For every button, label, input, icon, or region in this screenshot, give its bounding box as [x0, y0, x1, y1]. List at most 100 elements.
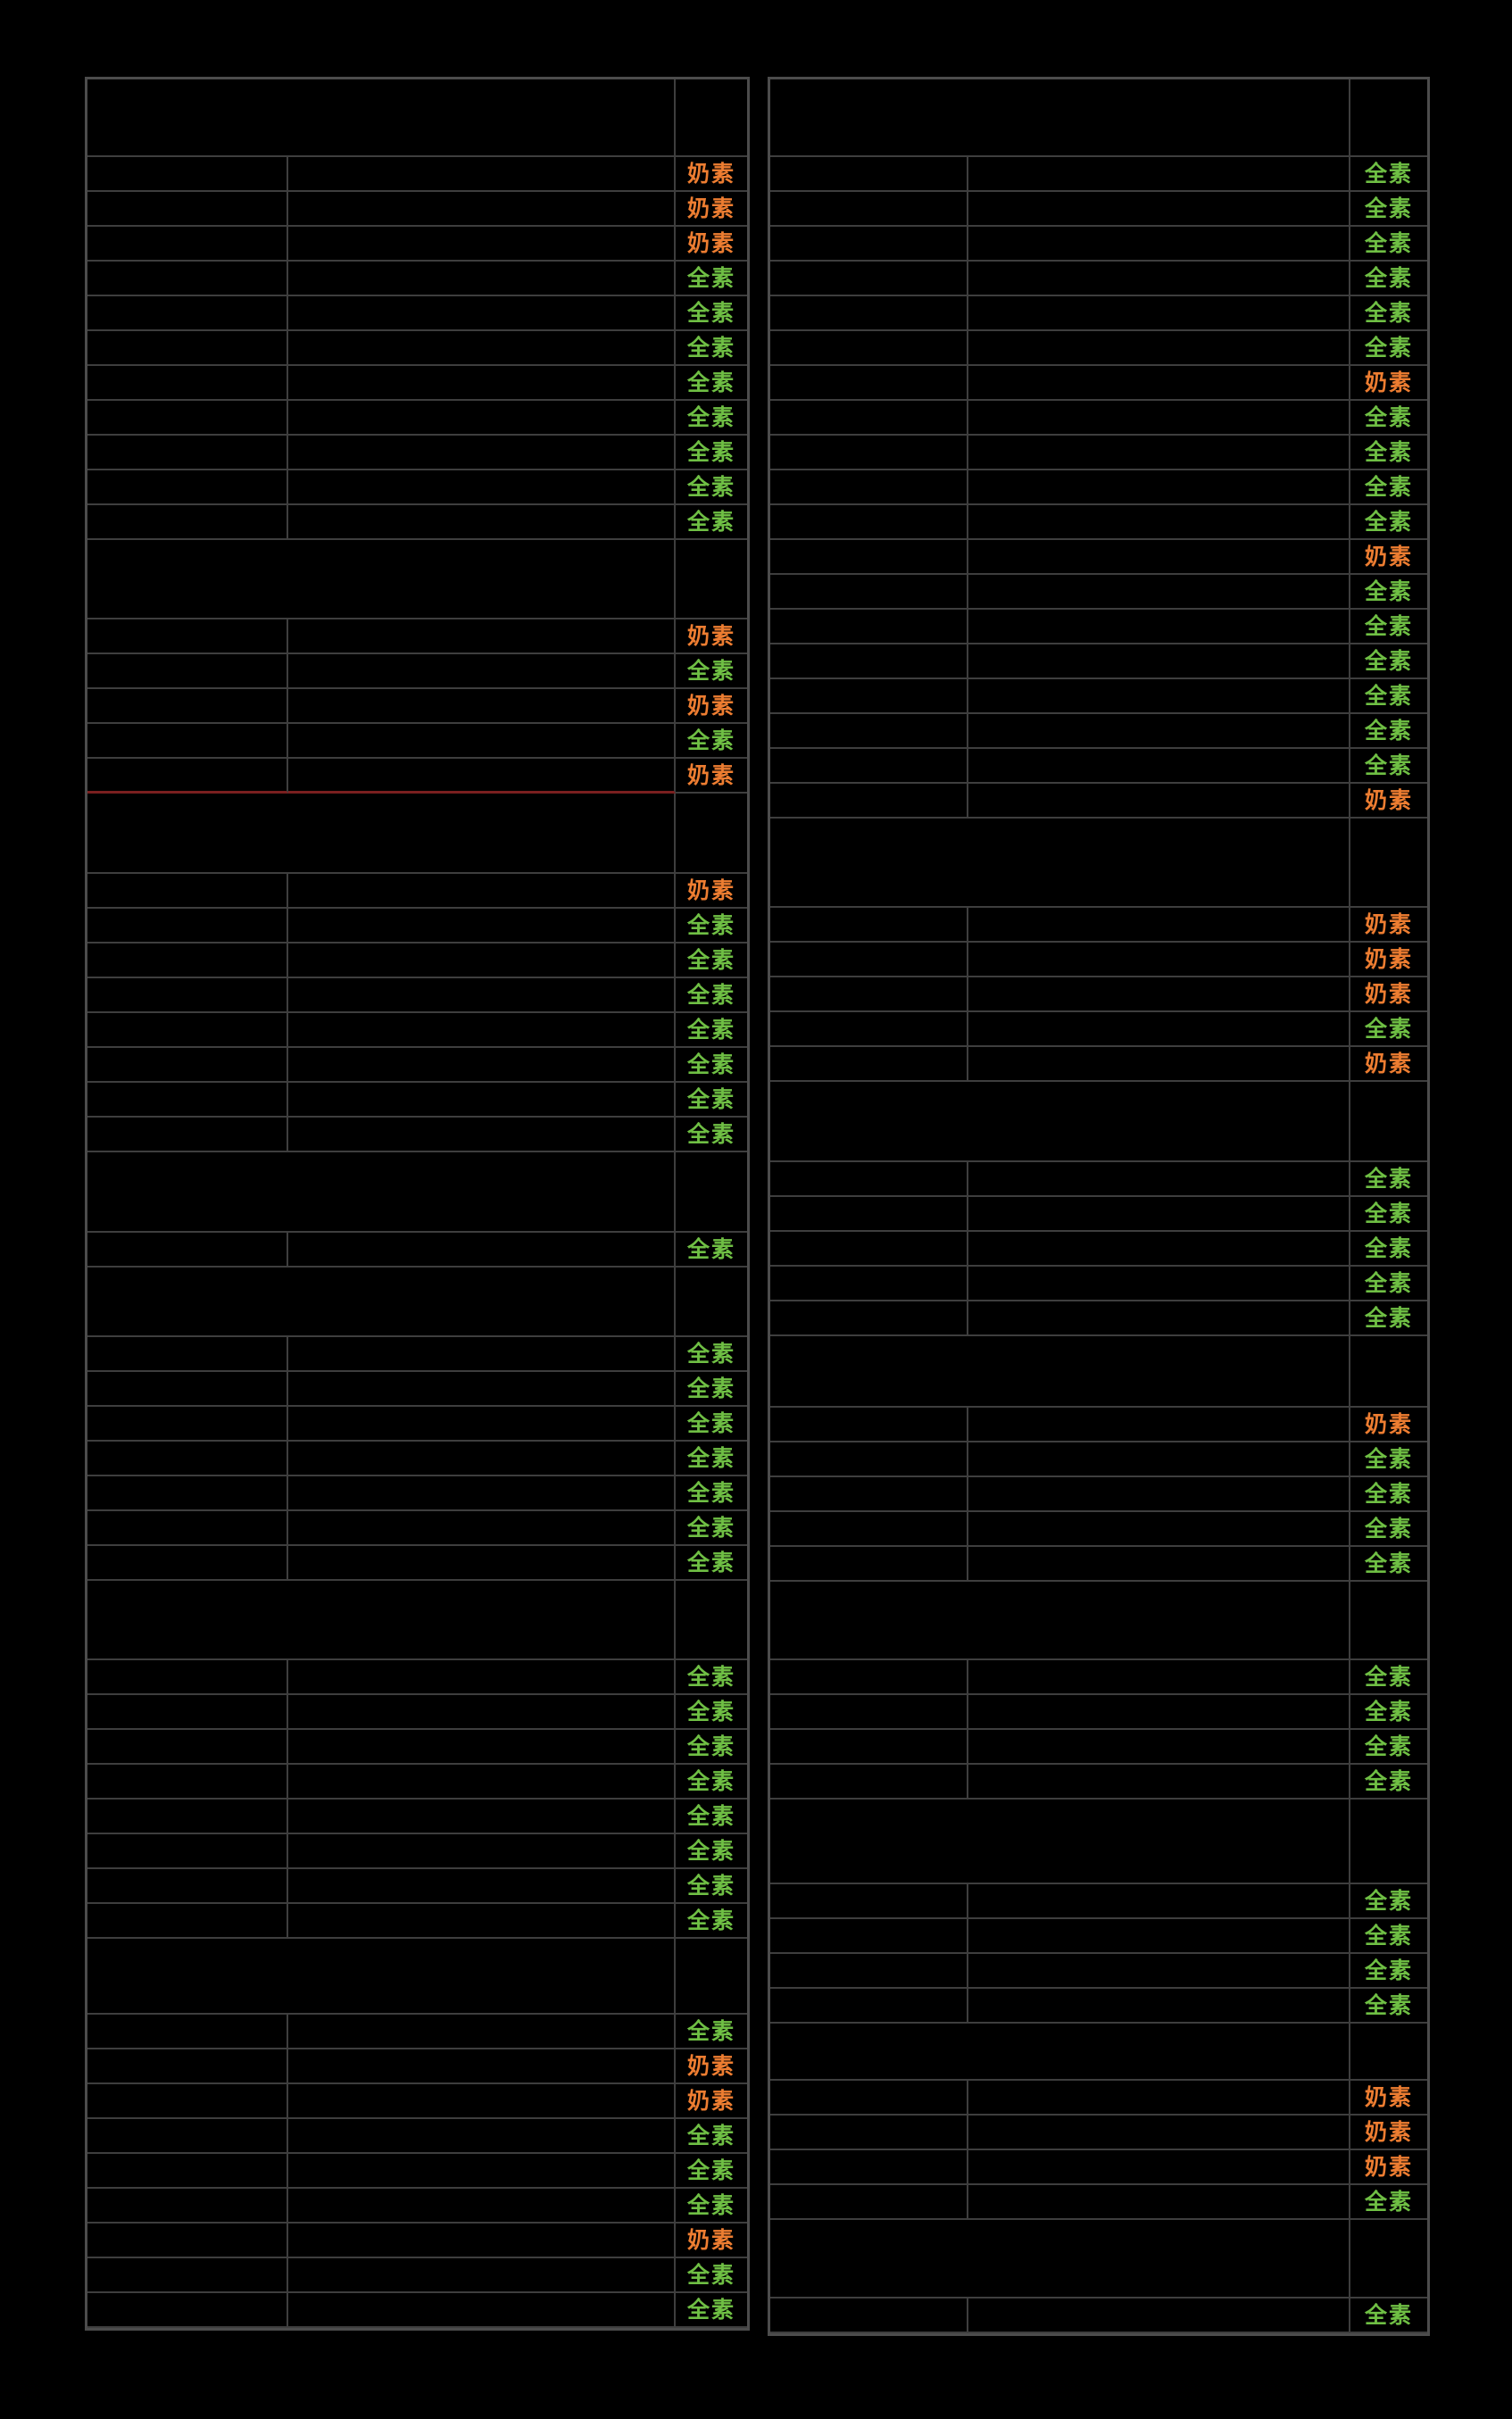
menu-row: 全素 — [87, 1442, 747, 1476]
dish-desc-cell — [968, 331, 1350, 366]
diet-label: 全素 — [686, 947, 735, 973]
dish-desc-cell — [288, 1372, 676, 1407]
menu-row: 全素 — [87, 1660, 747, 1695]
diet-label: 全素 — [686, 439, 735, 465]
menu-row: 奶素 — [770, 943, 1427, 977]
dish-name-cell — [87, 1730, 288, 1765]
menu-row: 全素 — [87, 654, 747, 689]
diet-label: 全素 — [1364, 1516, 1413, 1542]
menu-row: 全素 — [770, 1477, 1427, 1512]
diet-label-cell — [1350, 819, 1427, 908]
diet-label-cell: 全素 — [676, 1834, 747, 1869]
diet-label: 全素 — [686, 2123, 735, 2149]
diet-label-cell: 奶素 — [676, 759, 747, 794]
dish-name-cell — [770, 1765, 968, 1800]
diet-label-cell: 奶素 — [1350, 908, 1427, 943]
dish-name-cell — [770, 1989, 968, 2024]
diet-label-cell: 全素 — [676, 1511, 747, 1546]
menu-row: 全素 — [770, 296, 1427, 331]
diet-label: 全素 — [1364, 752, 1413, 778]
dish-desc-cell — [968, 908, 1350, 943]
dish-name-cell — [87, 1048, 288, 1083]
dish-desc-cell — [288, 505, 676, 540]
dish-name-cell — [770, 714, 968, 749]
dish-desc-cell — [288, 1511, 676, 1546]
diet-label: 全素 — [686, 265, 735, 291]
menu-row: 全素 — [770, 401, 1427, 436]
diet-label-cell: 奶素 — [1350, 943, 1427, 977]
dish-name-cell — [770, 1477, 968, 1512]
menu-row: 全素 — [87, 366, 747, 401]
diet-label: 奶素 — [686, 161, 735, 187]
dish-name-cell — [770, 1162, 968, 1197]
dish-desc-cell — [968, 1162, 1350, 1197]
menu-row: 全素 — [87, 296, 747, 331]
section-title-cell — [770, 79, 1350, 157]
diet-label: 全素 — [686, 1341, 735, 1367]
diet-label-cell: 全素 — [1350, 1267, 1427, 1301]
diet-label: 全素 — [1364, 1768, 1413, 1794]
diet-label-cell: 全素 — [1350, 470, 1427, 505]
section-title-cell — [87, 540, 676, 619]
diet-label-cell: 全素 — [676, 2293, 747, 2328]
diet-label: 全素 — [686, 727, 735, 753]
dish-desc-cell — [968, 610, 1350, 644]
diet-label-cell: 全素 — [676, 1695, 747, 1730]
diet-label: 奶素 — [686, 877, 735, 903]
menu-row: 全素 — [770, 505, 1427, 540]
dish-desc-cell — [288, 2154, 676, 2189]
diet-label-cell: 全素 — [1350, 1442, 1427, 1477]
menu-row: 全素 — [770, 192, 1427, 227]
dish-name-cell — [770, 977, 968, 1012]
diet-label: 全素 — [1364, 195, 1413, 221]
dish-name-cell — [87, 1695, 288, 1730]
diet-label: 全素 — [686, 2192, 735, 2218]
dish-name-cell — [770, 644, 968, 679]
dish-name-cell — [770, 2081, 968, 2116]
dish-desc-cell — [968, 1954, 1350, 1989]
menu-row: 奶素 — [770, 2081, 1427, 2116]
menu-row: 全素 — [87, 1904, 747, 1939]
diet-label: 全素 — [686, 1908, 735, 1933]
dish-desc-cell — [288, 1800, 676, 1834]
dish-desc-cell — [288, 2293, 676, 2328]
menu-row: 全素 — [770, 1919, 1427, 1954]
dish-desc-cell — [968, 470, 1350, 505]
dish-name-cell — [87, 1083, 288, 1118]
dish-name-cell — [87, 1442, 288, 1476]
diet-label: 全素 — [1364, 1166, 1413, 1192]
diet-label: 全素 — [686, 912, 735, 938]
menu-row: 奶素 — [770, 366, 1427, 401]
dish-desc-cell — [968, 1919, 1350, 1954]
diet-label-cell — [1350, 1582, 1427, 1660]
dish-name-cell — [87, 689, 288, 724]
diet-label-cell: 全素 — [676, 1442, 747, 1476]
menu-row: 全素 — [770, 1884, 1427, 1919]
diet-label-cell: 全素 — [1350, 1512, 1427, 1547]
menu-row: 全素 — [770, 610, 1427, 644]
diet-label: 奶素 — [1364, 2154, 1413, 2180]
dish-desc-cell — [968, 505, 1350, 540]
dish-desc-cell — [968, 2116, 1350, 2150]
dish-name-cell — [770, 192, 968, 227]
dish-desc-cell — [288, 1730, 676, 1765]
diet-label: 全素 — [686, 1803, 735, 1829]
dish-name-cell — [770, 1197, 968, 1232]
dish-desc-cell — [968, 1442, 1350, 1477]
diet-label-cell: 全素 — [676, 331, 747, 366]
diet-label-cell — [1350, 1082, 1427, 1162]
dish-desc-cell — [968, 540, 1350, 575]
diet-label: 全素 — [1364, 1235, 1413, 1261]
menu-row: 全素 — [770, 262, 1427, 296]
dish-name-cell — [770, 1232, 968, 1267]
menu-row: 全素 — [87, 1337, 747, 1372]
menu-row: 全素 — [87, 1083, 747, 1118]
diet-label: 全素 — [1364, 1446, 1413, 1472]
diet-label: 全素 — [686, 1445, 735, 1471]
section-title-cell — [87, 794, 676, 874]
dish-name-cell — [770, 1919, 968, 1954]
dish-name-cell — [87, 2293, 288, 2328]
diet-label-cell: 全素 — [1350, 644, 1427, 679]
dish-name-cell — [770, 436, 968, 470]
